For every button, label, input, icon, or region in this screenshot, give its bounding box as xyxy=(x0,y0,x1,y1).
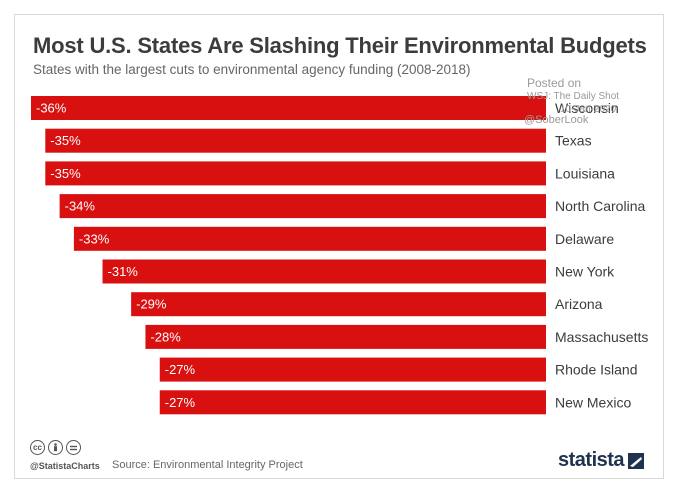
value-label: -34% xyxy=(65,199,96,214)
statista-brand[interactable]: statista xyxy=(558,449,645,472)
value-label: -27% xyxy=(165,395,196,410)
category-label: Wisconsin xyxy=(555,100,619,116)
watermark-handle: @SoberLook xyxy=(524,114,589,126)
category-label: Louisiana xyxy=(555,165,615,181)
value-label: -36% xyxy=(36,101,67,116)
category-label: Rhode Island xyxy=(555,362,638,378)
attribution-icon[interactable] xyxy=(48,440,63,455)
value-label: -28% xyxy=(150,329,181,344)
category-label: Texas xyxy=(555,133,592,149)
statista-handle[interactable]: @StatistaCharts xyxy=(30,461,100,471)
statista-logo-text: statista xyxy=(558,449,625,471)
value-label: -35% xyxy=(50,166,81,181)
category-label: New York xyxy=(555,264,615,280)
bar-rhode-island xyxy=(159,357,546,382)
value-label: -33% xyxy=(79,231,110,246)
category-label: Delaware xyxy=(555,231,614,247)
statista-logo-icon xyxy=(628,452,645,469)
source-note: Source: Environmental Integrity Project xyxy=(112,459,303,471)
bar-delaware xyxy=(73,226,547,251)
no-derivatives-icon[interactable] xyxy=(66,440,81,455)
value-label: -31% xyxy=(108,264,139,279)
watermark-source: WSJ: The Daily Shot xyxy=(527,91,620,102)
watermark-date: 10-Jan-2020 xyxy=(560,104,617,115)
value-label: -27% xyxy=(165,362,196,377)
bar-new-mexico xyxy=(159,390,546,415)
license-icons: cc xyxy=(30,440,81,455)
value-label: -35% xyxy=(50,133,81,148)
bar-north-carolina xyxy=(59,194,546,219)
category-label: Arizona xyxy=(555,296,603,312)
bar-arizona xyxy=(131,292,546,317)
category-label: North Carolina xyxy=(555,198,645,214)
bar-new-york xyxy=(102,259,547,284)
creative-commons-icon[interactable]: cc xyxy=(30,440,45,455)
bar-texas xyxy=(45,128,547,153)
value-label: -29% xyxy=(136,297,167,312)
chart-title: Most U.S. States Are Slashing Their Envi… xyxy=(33,33,647,58)
bar-wisconsin xyxy=(31,96,546,120)
chart-subtitle: States with the largest cuts to environm… xyxy=(33,62,471,77)
watermark-posted: Posted on xyxy=(527,76,582,90)
category-label: Massachusetts xyxy=(555,329,648,345)
category-label: New Mexico xyxy=(555,394,631,410)
bar-massachusetts xyxy=(145,324,546,349)
bar-louisiana xyxy=(45,161,547,186)
